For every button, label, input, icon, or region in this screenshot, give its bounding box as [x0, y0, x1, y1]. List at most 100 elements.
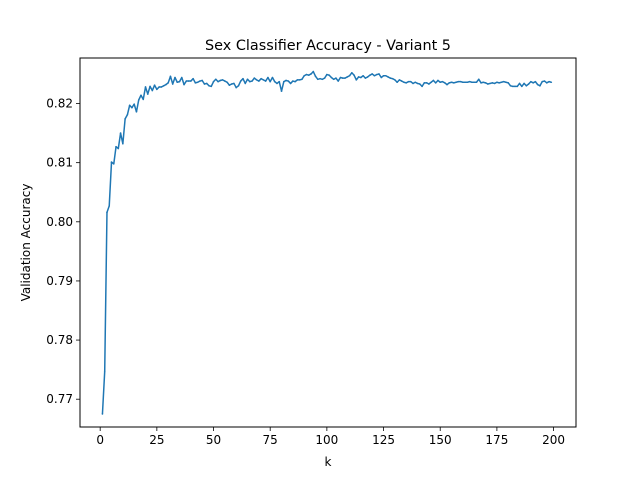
data-point — [149, 85, 151, 88]
data-point — [310, 73, 312, 75]
data-point — [314, 75, 317, 78]
data-point — [248, 80, 251, 83]
data-point — [473, 81, 476, 84]
data-point — [156, 88, 158, 91]
data-point — [135, 111, 138, 113]
data-point — [437, 79, 439, 82]
data-point — [137, 99, 140, 101]
data-point — [226, 81, 228, 84]
data-point — [545, 82, 548, 84]
data-point — [235, 86, 237, 89]
data-point — [516, 85, 519, 88]
data-point — [518, 82, 521, 85]
data-point — [244, 82, 247, 85]
data-point — [262, 79, 265, 81]
data-point — [298, 79, 301, 81]
data-point — [511, 85, 514, 88]
data-point — [409, 80, 412, 83]
data-point — [180, 76, 183, 79]
x-tick-label: 50 — [206, 433, 221, 447]
data-point — [505, 81, 507, 84]
x-tick-label: 25 — [149, 433, 164, 447]
y-tick-label: 0.77 — [46, 392, 73, 406]
data-point — [183, 83, 185, 86]
data-point — [201, 79, 203, 82]
data-point — [169, 75, 172, 78]
data-point — [416, 82, 419, 85]
data-point — [292, 80, 294, 82]
data-point — [341, 77, 344, 79]
data-point — [468, 80, 471, 83]
data-point — [432, 79, 435, 82]
data-point — [396, 81, 398, 84]
data-point — [536, 83, 539, 86]
data-point — [330, 76, 333, 79]
data-point — [405, 82, 408, 84]
data-point — [140, 94, 142, 97]
data-point — [153, 84, 156, 86]
data-point — [326, 73, 328, 76]
data-point — [117, 147, 120, 150]
data-point — [482, 81, 485, 84]
data-point — [269, 80, 271, 83]
data-point — [319, 77, 321, 80]
data-point — [203, 83, 206, 85]
data-point — [362, 74, 364, 77]
data-point — [178, 80, 181, 83]
data-point — [103, 370, 106, 373]
data-point — [276, 82, 278, 85]
data-point — [351, 71, 353, 74]
data-point — [532, 82, 534, 84]
data-point — [115, 145, 117, 148]
y-axis-label: Validation Accuracy — [19, 184, 33, 302]
x-tick-label: 200 — [542, 433, 565, 447]
data-point — [498, 82, 500, 84]
data-point — [466, 81, 469, 84]
data-point — [439, 81, 442, 84]
data-point — [453, 82, 455, 84]
data-point — [305, 73, 308, 76]
data-point — [419, 83, 421, 85]
data-point — [371, 73, 374, 75]
data-point — [242, 77, 244, 80]
data-point — [237, 84, 240, 87]
data-point — [335, 77, 337, 79]
data-point — [112, 163, 115, 165]
data-point — [176, 81, 179, 84]
data-point — [144, 86, 147, 88]
data-point — [355, 79, 358, 81]
data-point — [527, 83, 530, 85]
data-point — [448, 82, 451, 84]
data-point — [219, 79, 222, 82]
data-point — [541, 80, 544, 83]
y-tick-label: 0.80 — [46, 215, 73, 229]
data-point — [131, 106, 133, 109]
data-point — [212, 80, 215, 83]
data-point — [194, 82, 197, 84]
data-point — [523, 82, 525, 85]
data-point — [446, 83, 448, 86]
y-axis: 0.77 0.78 0.79 0.80 0.81 0.82 — [46, 97, 80, 406]
data-point — [307, 74, 310, 76]
data-point — [484, 82, 487, 84]
data-point — [477, 78, 480, 81]
data-point — [267, 76, 269, 79]
data-point — [162, 84, 165, 87]
data-point — [514, 85, 516, 88]
data-point — [491, 82, 494, 84]
data-point — [421, 85, 423, 88]
data-point — [489, 82, 491, 85]
data-point — [158, 86, 160, 88]
y-tick-label: 0.79 — [46, 274, 73, 288]
data-point — [301, 78, 303, 81]
data-point — [443, 82, 446, 84]
data-point — [260, 77, 262, 80]
data-point — [548, 80, 550, 83]
data-point — [487, 83, 489, 85]
data-point — [199, 80, 201, 82]
data-point — [328, 74, 330, 76]
data-point — [534, 80, 537, 83]
data-point — [210, 85, 213, 88]
